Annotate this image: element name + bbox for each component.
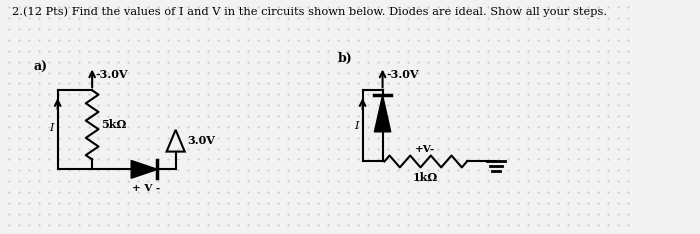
Text: + V -: + V - <box>132 184 161 193</box>
Text: I: I <box>354 121 358 131</box>
Text: 2.(12 Pts) Find the values of I and V in the circuits shown below. Diodes are id: 2.(12 Pts) Find the values of I and V in… <box>13 6 608 17</box>
Text: 5kΩ: 5kΩ <box>102 119 127 130</box>
Polygon shape <box>374 95 391 132</box>
Text: -3.0V: -3.0V <box>386 69 419 80</box>
Text: a): a) <box>33 61 48 74</box>
Text: b): b) <box>337 52 352 65</box>
Text: -3.0V: -3.0V <box>96 69 128 80</box>
Text: 1kΩ: 1kΩ <box>412 172 438 183</box>
Text: I: I <box>49 123 53 133</box>
Text: +V-: +V- <box>415 145 435 154</box>
Polygon shape <box>131 161 158 178</box>
Text: 3.0V: 3.0V <box>188 135 216 146</box>
